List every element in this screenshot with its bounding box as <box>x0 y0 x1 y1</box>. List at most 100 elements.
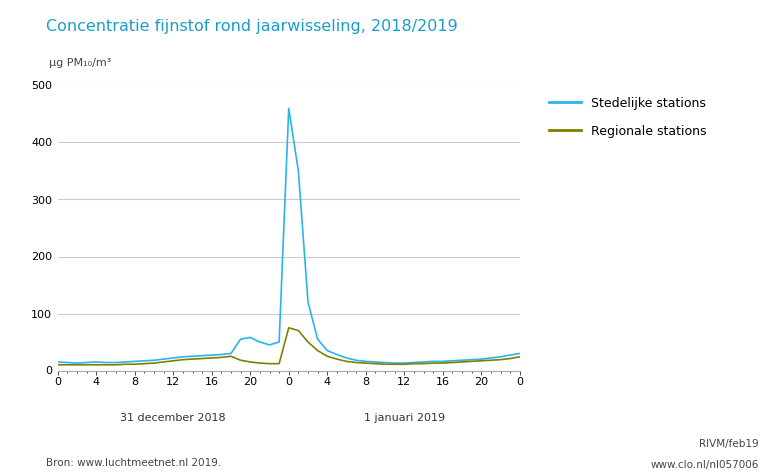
Regionale stations <box>487 357 496 363</box>
Stedelijke stations <box>72 360 82 366</box>
Regionale stations <box>390 361 399 367</box>
Regionale stations <box>323 353 332 359</box>
Stedelijke stations <box>236 336 245 342</box>
Regionale stations <box>333 356 342 362</box>
Stedelijke stations <box>82 360 92 365</box>
Regionale stations <box>515 354 524 360</box>
Text: 31 december 2018: 31 december 2018 <box>120 413 226 423</box>
Regionale stations <box>342 359 351 364</box>
Regionale stations <box>188 356 197 362</box>
Regionale stations <box>62 362 72 368</box>
Regionale stations <box>256 360 265 366</box>
Regionale stations <box>102 362 111 368</box>
Stedelijke stations <box>178 354 188 360</box>
Regionale stations <box>428 360 437 366</box>
Stedelijke stations <box>477 356 486 362</box>
Stedelijke stations <box>217 352 226 357</box>
Stedelijke stations <box>140 358 149 364</box>
Regionale stations <box>351 360 360 365</box>
Regionale stations <box>505 356 514 361</box>
Regionale stations <box>410 361 419 367</box>
Stedelijke stations <box>188 353 197 359</box>
Regionale stations <box>217 354 226 360</box>
Stedelijke stations <box>92 359 101 365</box>
Text: 1 januari 2019: 1 januari 2019 <box>363 413 445 423</box>
Stedelijke stations <box>197 353 206 359</box>
Stedelijke stations <box>62 360 72 365</box>
Stedelijke stations <box>246 334 255 340</box>
Regionale stations <box>197 356 206 361</box>
Legend: Stedelijke stations, Regionale stations: Stedelijke stations, Regionale stations <box>544 92 711 143</box>
Regionale stations <box>477 358 486 364</box>
Stedelijke stations <box>120 359 129 365</box>
Regionale stations <box>149 360 159 366</box>
Stedelijke stations <box>380 360 390 365</box>
Stedelijke stations <box>505 352 514 358</box>
Regionale stations <box>496 357 505 362</box>
Stedelijke stations <box>256 339 265 345</box>
Stedelijke stations <box>410 360 419 365</box>
Stedelijke stations <box>467 357 476 362</box>
Stedelijke stations <box>313 336 322 342</box>
Text: μg PM₁₀/m³: μg PM₁₀/m³ <box>49 58 111 68</box>
Stedelijke stations <box>457 357 467 363</box>
Stedelijke stations <box>419 359 428 365</box>
Regionale stations <box>159 359 168 365</box>
Stedelijke stations <box>159 356 168 362</box>
Stedelijke stations <box>226 351 236 356</box>
Stedelijke stations <box>102 360 111 365</box>
Stedelijke stations <box>130 359 139 364</box>
Stedelijke stations <box>351 357 360 363</box>
Stedelijke stations <box>496 354 505 360</box>
Line: Stedelijke stations: Stedelijke stations <box>58 108 520 363</box>
Regionale stations <box>140 361 149 367</box>
Regionale stations <box>207 355 216 361</box>
Regionale stations <box>361 360 370 366</box>
Regionale stations <box>467 359 476 364</box>
Stedelijke stations <box>303 299 313 305</box>
Stedelijke stations <box>342 355 351 361</box>
Regionale stations <box>284 325 293 331</box>
Stedelijke stations <box>265 342 274 348</box>
Regionale stations <box>380 361 390 367</box>
Regionale stations <box>92 362 101 368</box>
Stedelijke stations <box>371 359 380 365</box>
Line: Regionale stations: Regionale stations <box>58 328 520 365</box>
Stedelijke stations <box>515 351 524 356</box>
Stedelijke stations <box>428 359 437 364</box>
Stedelijke stations <box>438 359 447 364</box>
Stedelijke stations <box>448 358 457 364</box>
Regionale stations <box>294 328 303 333</box>
Text: Concentratie fijnstof rond jaarwisseling, 2018/2019: Concentratie fijnstof rond jaarwisseling… <box>46 19 458 34</box>
Stedelijke stations <box>487 355 496 361</box>
Regionale stations <box>313 348 322 353</box>
Regionale stations <box>274 361 283 367</box>
Regionale stations <box>303 339 313 345</box>
Regionale stations <box>178 357 188 362</box>
Stedelijke stations <box>333 352 342 357</box>
Regionale stations <box>226 353 236 359</box>
Regionale stations <box>371 361 380 367</box>
Stedelijke stations <box>274 339 283 345</box>
Stedelijke stations <box>390 360 399 366</box>
Regionale stations <box>448 360 457 365</box>
Regionale stations <box>111 362 120 368</box>
Regionale stations <box>246 359 255 365</box>
Stedelijke stations <box>149 357 159 363</box>
Regionale stations <box>438 360 447 366</box>
Regionale stations <box>53 362 62 368</box>
Stedelijke stations <box>111 360 120 365</box>
Stedelijke stations <box>207 352 216 358</box>
Text: www.clo.nl/nl057006: www.clo.nl/nl057006 <box>650 460 758 470</box>
Regionale stations <box>265 361 274 367</box>
Regionale stations <box>72 362 82 368</box>
Stedelijke stations <box>400 360 409 366</box>
Stedelijke stations <box>361 359 370 364</box>
Regionale stations <box>120 361 129 367</box>
Regionale stations <box>169 358 178 364</box>
Regionale stations <box>419 361 428 367</box>
Text: Bron: www.luchtmeetnet.nl 2019.: Bron: www.luchtmeetnet.nl 2019. <box>46 458 222 468</box>
Regionale stations <box>130 361 139 367</box>
Stedelijke stations <box>169 355 178 361</box>
Stedelijke stations <box>294 168 303 174</box>
